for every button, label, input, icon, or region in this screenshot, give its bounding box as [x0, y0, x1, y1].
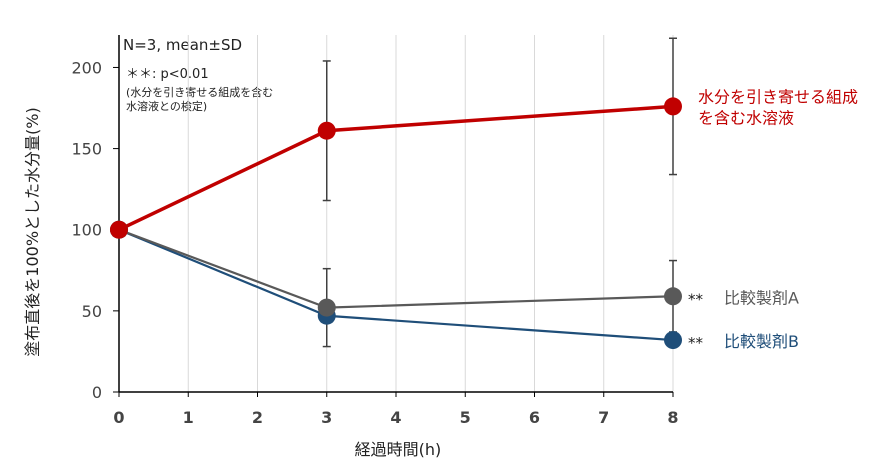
x-axis-label: 経過時間(h) — [355, 440, 442, 459]
data-points — [110, 97, 682, 350]
x-tick-label: 7 — [598, 408, 609, 427]
y-axis-label: 塗布直後を100%とした水分量(%) — [23, 107, 42, 356]
series-label: 比較製剤A — [724, 288, 799, 307]
x-tick-label: 5 — [460, 408, 471, 427]
x-tick-label: 0 — [113, 408, 124, 427]
data-point — [110, 220, 128, 239]
x-tick-label: 8 — [667, 408, 678, 427]
grid-lines — [187, 35, 674, 392]
x-tick-label: 3 — [321, 408, 332, 427]
error-bars — [322, 37, 677, 348]
x-tick-label: 6 — [529, 408, 540, 427]
y-tick-label: 150 — [71, 140, 102, 159]
significance-mark: ** — [688, 290, 704, 308]
data-point — [664, 287, 682, 306]
x-tick-label: 2 — [252, 408, 263, 427]
x-tick-label: 1 — [183, 408, 194, 427]
series-label: 比較製剤B — [724, 332, 799, 351]
significance-detail: (水分を引き寄せる組成を含む 水溶液との検定) — [126, 86, 273, 114]
y-tick-label: 200 — [71, 58, 102, 77]
significance-detail-line-2: 水溶液との検定) — [126, 100, 208, 113]
y-tick-label: 100 — [71, 221, 102, 240]
series-label: を含む水溶液 — [698, 108, 794, 127]
y-tick-label: 50 — [82, 302, 102, 321]
data-point — [317, 298, 336, 317]
data-point — [664, 331, 682, 350]
y-tick-label: 0 — [92, 383, 102, 402]
x-tick-label: 4 — [390, 408, 401, 427]
stats-note: N=3, mean±SD — [123, 36, 243, 54]
series-label: 水分を引き寄せる組成 — [698, 87, 858, 106]
tick-labels: 0 50 100 150 200 0 1 2 3 4 5 6 7 8 — [71, 58, 678, 427]
data-point — [317, 121, 336, 140]
significance-mark: ** — [688, 334, 704, 352]
significance-detail-line-1: (水分を引き寄せる組成を含む — [126, 86, 274, 99]
axes — [113, 35, 674, 397]
data-point — [664, 97, 682, 116]
